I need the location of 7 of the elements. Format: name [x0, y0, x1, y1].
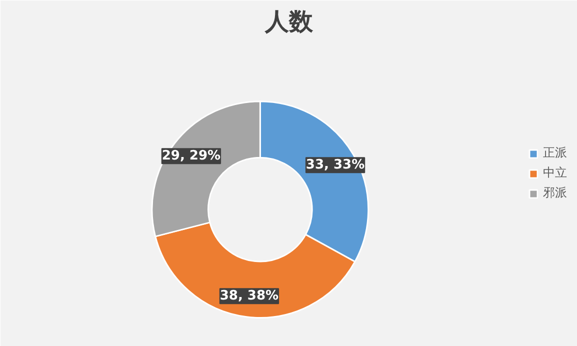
data-label: 29, 29%: [162, 148, 221, 164]
legend-label: 邪派: [543, 184, 567, 202]
legend-label: 正派: [543, 144, 567, 162]
data-label: 33, 33%: [306, 158, 365, 173]
data-label: 38, 38%: [220, 288, 279, 304]
legend-label: 中立: [543, 164, 567, 182]
chart-title: 人数: [264, 8, 314, 36]
